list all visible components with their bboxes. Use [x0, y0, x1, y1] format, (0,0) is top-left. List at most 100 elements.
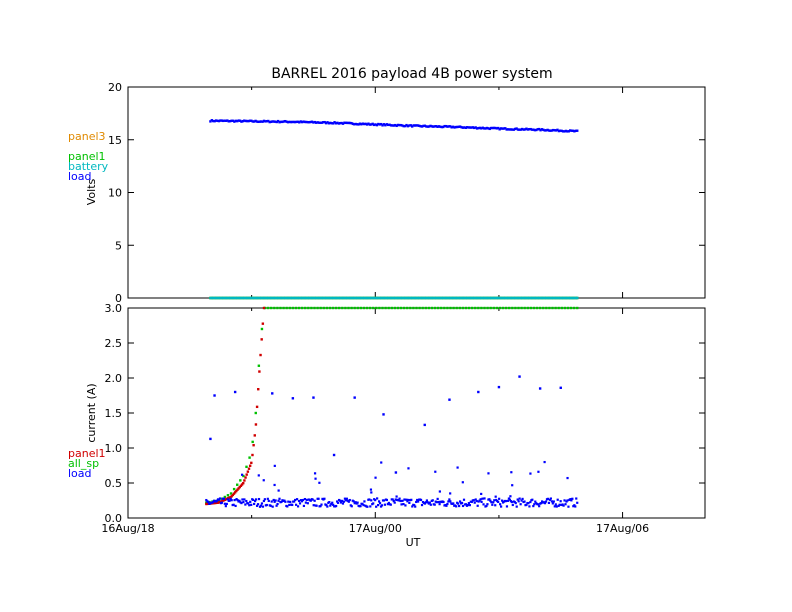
point-all_sp: [378, 306, 381, 310]
point-load: [365, 123, 369, 126]
point-load: [412, 124, 415, 127]
point-battery: [395, 296, 398, 300]
point-load: [256, 503, 260, 506]
point-battery: [563, 296, 566, 300]
point-load: [429, 503, 432, 506]
point-load: [492, 501, 495, 504]
point-all_sp: [242, 474, 245, 478]
point-load: [498, 128, 501, 131]
point-battery: [495, 296, 499, 300]
point-battery: [497, 296, 500, 300]
point-all_sp: [270, 306, 273, 310]
point-load: [268, 120, 271, 124]
point-battery: [489, 296, 493, 300]
point-load-scatter: [273, 464, 276, 467]
point-battery: [351, 296, 355, 300]
point-load: [487, 127, 490, 130]
point-load: [505, 505, 509, 508]
point-load: [320, 503, 323, 506]
point-load-spike: [394, 471, 398, 474]
point-battery: [403, 296, 407, 300]
point-load: [480, 127, 483, 130]
point-all_sp: [440, 306, 443, 310]
point-load: [519, 128, 523, 131]
point-load: [486, 503, 489, 506]
point-battery: [550, 296, 554, 300]
point-battery: [244, 296, 247, 300]
point-all_sp: [461, 306, 465, 310]
point-battery: [238, 296, 242, 300]
point-battery: [227, 296, 230, 300]
point-load: [379, 505, 383, 508]
point-battery: [485, 296, 489, 300]
point-battery: [303, 296, 307, 300]
point-load: [505, 128, 508, 131]
point-load: [435, 501, 438, 504]
point-load: [342, 500, 346, 503]
point-load: [442, 500, 445, 504]
point-battery: [365, 296, 369, 300]
point-load: [546, 128, 549, 132]
point-all_sp: [548, 306, 551, 310]
point-load: [248, 119, 252, 122]
point-load: [335, 504, 338, 508]
point-load: [556, 498, 559, 501]
point-load-scatter: [434, 470, 437, 473]
point-panel1: [248, 464, 252, 467]
legend-entry-load: load: [68, 170, 92, 183]
point-battery: [310, 296, 314, 300]
point-battery: [454, 296, 458, 300]
point-all_sp: [368, 306, 372, 310]
point-all_sp: [421, 306, 424, 310]
point-load-scatter: [318, 481, 321, 484]
point-battery: [564, 296, 568, 300]
point-load: [386, 123, 390, 127]
point-battery: [475, 296, 479, 300]
point-battery: [567, 296, 570, 300]
point-load: [228, 499, 231, 502]
point-load: [405, 498, 408, 501]
point-battery: [492, 296, 496, 300]
point-load: [506, 499, 510, 502]
point-load: [491, 126, 494, 130]
point-load: [363, 500, 366, 503]
chart-title: BARREL 2016 payload 4B power system: [271, 66, 552, 82]
point-load: [247, 119, 250, 123]
point-battery: [574, 296, 578, 300]
point-all_sp: [276, 306, 279, 310]
point-all_sp: [470, 306, 474, 310]
point-battery: [347, 296, 350, 300]
point-battery: [449, 296, 452, 300]
point-load: [305, 498, 308, 501]
point-load: [271, 505, 274, 508]
point-battery: [467, 296, 470, 300]
point-load: [563, 499, 566, 502]
point-load: [245, 499, 248, 503]
point-load: [316, 121, 319, 124]
point-battery: [348, 296, 352, 300]
point-load: [404, 504, 407, 507]
point-load: [224, 119, 228, 122]
point-load: [309, 120, 312, 124]
point-load: [522, 128, 525, 131]
point-load: [528, 505, 531, 508]
point-load: [307, 121, 311, 124]
point-all_sp: [483, 306, 486, 310]
point-load: [226, 119, 229, 122]
point-load: [480, 500, 483, 504]
point-load: [446, 502, 449, 506]
point-battery: [394, 296, 397, 300]
point-load: [528, 128, 531, 131]
point-load: [398, 497, 401, 500]
point-battery: [269, 296, 273, 300]
point-panel1: [240, 483, 244, 486]
point-load: [378, 123, 381, 126]
point-battery: [221, 296, 225, 300]
point-load: [547, 501, 551, 505]
point-load: [347, 500, 350, 503]
point-battery: [436, 296, 439, 300]
legend-entry-load: load: [68, 467, 92, 480]
point-load-spike: [271, 392, 274, 395]
point-load: [326, 121, 329, 124]
